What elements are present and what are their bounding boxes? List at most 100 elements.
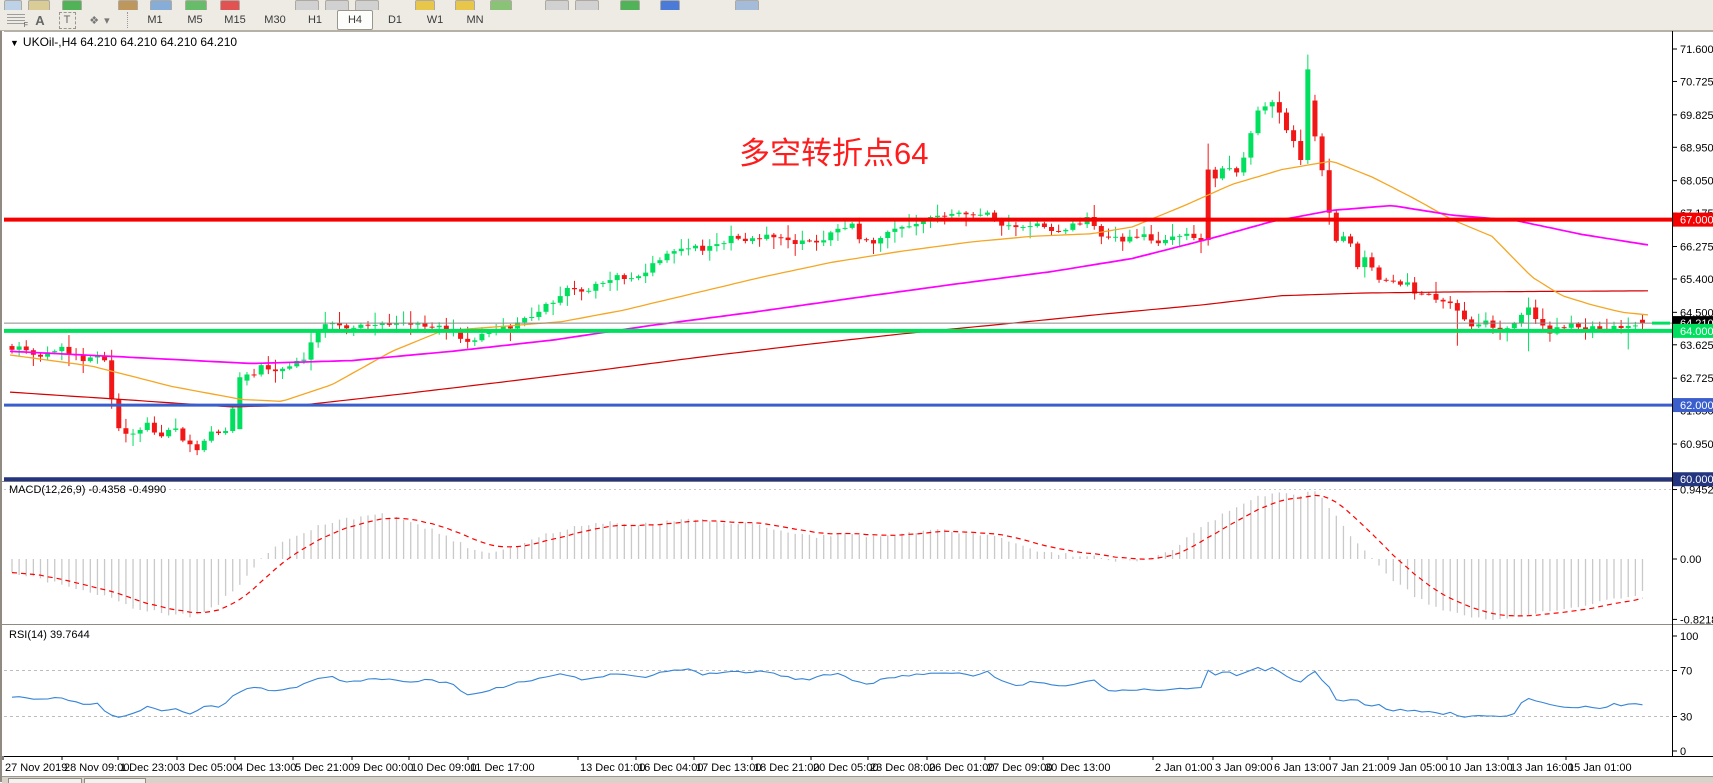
chart-title: ▼ UKOil-,H4 64.210 64.210 64.210 64.210 — [10, 35, 237, 49]
chart-tab[interactable] — [8, 778, 82, 783]
grid-dots-icon — [7, 14, 25, 26]
candles-layer — [9, 54, 1645, 456]
time-tick-label[interactable]: 1 Dec 23:00 — [120, 762, 179, 774]
plus-icon[interactable] — [620, 0, 640, 10]
time-tick-label[interactable]: 27 Dec 09:00 — [987, 762, 1052, 774]
time-tick-label[interactable]: 3 Dec 05:00 — [179, 762, 238, 774]
time-tick-label[interactable]: 23 Dec 08:00 — [870, 762, 935, 774]
label-tool-glyph: A — [35, 12, 45, 28]
tile-icon[interactable] — [545, 0, 569, 10]
hline-60.000-label-bg — [1673, 472, 1713, 487]
window-icon[interactable] — [150, 0, 172, 10]
chart-tabs-strip-cutoff — [2, 776, 1713, 783]
time-tick-label[interactable]: 10 Dec 09:00 — [411, 762, 476, 774]
plus-icon[interactable] — [62, 0, 82, 10]
price-chart-canvas[interactable]: 71.60070.72569.82568.95068.05067.17566.2… — [2, 31, 1713, 782]
timeframe-button-m1[interactable]: M1 — [147, 14, 163, 26]
bolt-icon[interactable] — [415, 0, 435, 10]
time-tick-label[interactable]: 5 Dec 21:00 — [295, 762, 354, 774]
price-tick-label: 68.950 — [1680, 142, 1713, 154]
price-tick-label: 60.950 — [1680, 439, 1713, 451]
rsi-indicator-label: RSI(14) 39.7644 — [9, 629, 90, 641]
timeframe-button-h4[interactable]: H4 — [337, 10, 373, 30]
tile-icon[interactable] — [355, 0, 379, 10]
timeframe-button-h1[interactable]: H1 — [307, 14, 323, 26]
timeframe-button-m5[interactable]: M5 — [187, 14, 203, 26]
globe-icon[interactable] — [660, 0, 680, 10]
play-icon[interactable] — [185, 0, 207, 10]
price-tick-label: 71.600 — [1680, 44, 1713, 56]
timeframe-button-m15[interactable]: M15 — [224, 14, 246, 26]
time-tick-label[interactable]: 27 Nov 2019 — [5, 762, 67, 774]
timeframe-buttons: M1 M5 M15 M30 H1 H4 D1 W1 MN — [135, 10, 495, 30]
ma-magenta-line — [9, 204, 1649, 365]
time-tick-label[interactable]: 28 Nov 09:00 — [64, 762, 129, 774]
time-tick-label[interactable]: 20 Dec 05:00 — [813, 762, 878, 774]
collapse-icon[interactable]: ▼ — [10, 38, 19, 48]
macd-signal-line — [11, 494, 1643, 617]
label-tool-icon[interactable]: A — [29, 11, 51, 29]
bolt-icon[interactable] — [455, 0, 475, 10]
macd-indicator-label: MACD(12,26,9) -0.4358 -0.4990 — [9, 484, 167, 496]
timeframe-button-m30[interactable]: M30 — [264, 14, 286, 26]
time-tick-label[interactable]: 9 Dec 00:00 — [354, 762, 413, 774]
time-tick-label[interactable]: 11 Dec 17:00 — [470, 762, 535, 774]
tile-icon[interactable] — [295, 0, 319, 10]
price-tick-label: 62.725 — [1680, 373, 1713, 385]
price-tick-label: 65.400 — [1680, 274, 1713, 286]
toolbar-separator — [127, 12, 129, 28]
rsi-tick-label: 0 — [1680, 746, 1686, 758]
time-tick-label[interactable]: 30 Dec 13:00 — [1045, 762, 1110, 774]
price-tick-label: 68.050 — [1680, 176, 1713, 188]
time-tick-label[interactable]: 3 Jan 09:00 — [1215, 762, 1273, 774]
search-icon[interactable] — [28, 0, 50, 10]
time-tick-label[interactable]: 13 Jan 16:00 — [1510, 762, 1574, 774]
time-tick-label[interactable]: 7 Jan 21:00 — [1332, 762, 1390, 774]
macd-tick-label: -0.8218 — [1680, 614, 1713, 626]
timeframe-button-mn[interactable]: MN — [466, 14, 484, 26]
arrow-styles-glyph: ❖ ▾ — [89, 14, 111, 27]
chart-annotation-text: 多空转折点64 — [739, 136, 929, 171]
macd-histogram — [11, 491, 1644, 621]
chart-title-text: UKOil-,H4 64.210 64.210 64.210 64.210 — [22, 35, 238, 49]
panel-icon[interactable] — [735, 0, 759, 10]
chart-icon[interactable] — [4, 0, 22, 10]
stop-icon[interactable] — [220, 0, 240, 10]
text-tool-icon[interactable]: T — [57, 11, 77, 29]
grid-icon[interactable] — [490, 0, 512, 10]
time-tick-label[interactable]: 26 Dec 01:00 — [929, 762, 994, 774]
rsi-line — [11, 666, 1643, 718]
grid-tool-icon[interactable]: F — [3, 11, 29, 29]
profile-icon[interactable] — [118, 0, 138, 10]
tile-icon[interactable] — [575, 0, 599, 10]
time-tick-label[interactable]: 15 Jan 01:00 — [1568, 762, 1632, 774]
hline-67.000-label: 67.000 — [1680, 215, 1713, 227]
ma-red-line — [9, 290, 1649, 408]
chart-tab[interactable] — [84, 778, 146, 783]
time-tick-label[interactable]: 16 Dec 04:00 — [638, 762, 703, 774]
timeframe-button-w1[interactable]: W1 — [426, 14, 444, 26]
timeframe-button-d1[interactable]: D1 — [387, 14, 403, 26]
tile-icon[interactable] — [325, 0, 349, 10]
hline-64.000-label-bg — [1673, 323, 1713, 338]
rsi-tick-label: 70 — [1680, 666, 1692, 678]
time-tick-label[interactable]: 9 Jan 05:00 — [1390, 762, 1448, 774]
hline-67.000-label-bg — [1673, 212, 1713, 227]
rsi-tick-label: 100 — [1680, 631, 1698, 643]
chart-window[interactable]: 71.60070.72569.82568.95068.05067.17566.2… — [0, 31, 1713, 783]
time-tick-label[interactable]: 13 Dec 01:00 — [580, 762, 645, 774]
ma-orange-line — [9, 160, 1649, 402]
toolbar: F A T ❖ ▾ M1 M5 M15 M30 H1 H4 D1 W1 MN — [0, 10, 1713, 31]
price-tick-label: 66.275 — [1680, 242, 1713, 254]
time-tick-label[interactable]: 18 Dec 21:00 — [754, 762, 819, 774]
macd-tick-label: 0.9452 — [1680, 485, 1713, 497]
time-tick-label[interactable]: 6 Jan 13:00 — [1274, 762, 1332, 774]
hline-62.000-label: 62.000 — [1680, 400, 1713, 412]
price-tick-label: 63.625 — [1680, 340, 1713, 352]
time-tick-label[interactable]: 2 Jan 01:00 — [1155, 762, 1213, 774]
hline-60.000-label: 60.000 — [1680, 474, 1713, 486]
time-tick-label[interactable]: 4 Dec 13:00 — [237, 762, 296, 774]
arrow-styles-dropdown[interactable]: ❖ ▾ — [83, 11, 117, 29]
time-tick-label[interactable]: 10 Jan 13:00 — [1449, 762, 1513, 774]
time-tick-label[interactable]: 17 Dec 13:00 — [696, 762, 761, 774]
